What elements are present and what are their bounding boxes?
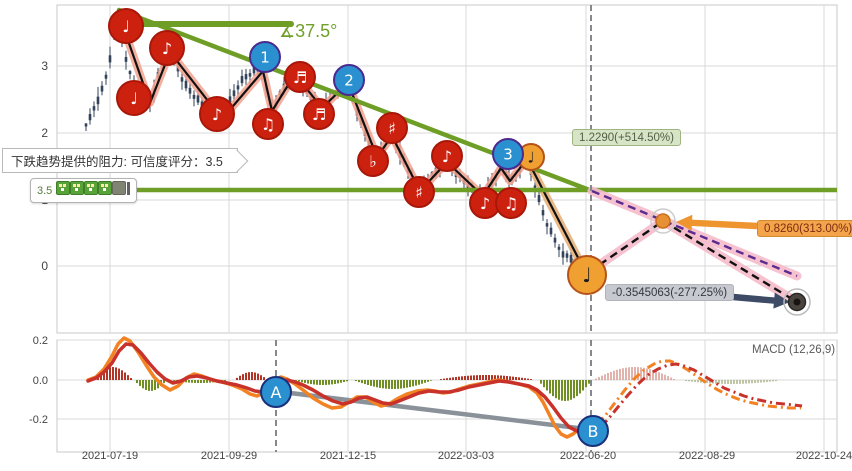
note-marker[interactable]: ♩ bbox=[116, 80, 152, 116]
macd-y-tick-label: -0.2 bbox=[29, 414, 48, 426]
marker-glyph: 1 bbox=[260, 48, 270, 66]
marker-glyph: ♭ bbox=[369, 152, 377, 171]
rating-icons bbox=[56, 181, 131, 200]
trend-tooltip-text: 下跌趋势提供的阻力: 可信度评分：3.5 bbox=[11, 155, 223, 169]
orange-note-marker[interactable]: ♩ bbox=[567, 255, 607, 295]
wave-number-marker[interactable]: 3 bbox=[492, 138, 524, 170]
macd-point-marker[interactable]: B bbox=[577, 415, 609, 447]
note-marker[interactable]: ♪ bbox=[199, 96, 235, 132]
price-y-tick-label: 3 bbox=[41, 59, 48, 73]
x-tick-label: 2022-03-03 bbox=[438, 450, 494, 462]
macd-indicator-title: MACD (12,26,9) bbox=[752, 344, 836, 356]
rating-icon-dark bbox=[112, 181, 127, 195]
x-tick-label: 2022-06-20 bbox=[560, 450, 616, 462]
level-label-low: -0.3545063(-277.25%) bbox=[605, 284, 735, 301]
marker-glyph: ♪ bbox=[442, 147, 452, 166]
marker-glyph: A bbox=[271, 383, 282, 402]
macd-y-tick-label: 0.2 bbox=[33, 335, 48, 347]
marker-glyph: ♪ bbox=[162, 39, 172, 58]
x-tick-label: 2022-10-24 bbox=[796, 450, 852, 462]
rating-icon-green bbox=[70, 181, 85, 195]
x-tick-label: 2022-08-29 bbox=[679, 450, 735, 462]
marker-glyph: ♫ bbox=[261, 115, 275, 134]
x-tick-label: 2021-12-15 bbox=[320, 450, 376, 462]
level-label-mid: 0.8260(313.00%) bbox=[757, 220, 852, 237]
wave-number-marker[interactable]: 2 bbox=[333, 64, 365, 96]
rating-icon-green bbox=[84, 181, 99, 195]
price-y-tick-label: 2 bbox=[41, 126, 48, 140]
rating-value: 3.5 bbox=[37, 184, 53, 197]
marker-glyph: ♩ bbox=[527, 148, 534, 166]
marker-glyph: ♪ bbox=[212, 105, 222, 124]
note-marker[interactable]: ♬ bbox=[284, 61, 316, 93]
marker-glyph: ♩ bbox=[130, 89, 138, 108]
x-tick-label: 2021-09-29 bbox=[201, 450, 257, 462]
note-marker[interactable]: ♬ bbox=[303, 98, 335, 130]
macd-lines bbox=[86, 336, 803, 439]
note-marker[interactable]: ♩ bbox=[108, 8, 144, 44]
navy-pointer-arrow bbox=[721, 292, 790, 309]
mid-target-point bbox=[655, 213, 671, 229]
macd-point-marker[interactable]: A bbox=[260, 376, 292, 408]
marker-glyph: 2 bbox=[344, 71, 354, 89]
macd-histogram bbox=[94, 367, 777, 401]
note-marker[interactable]: ♯ bbox=[403, 176, 435, 208]
macd-trendline-ab[interactable] bbox=[279, 389, 589, 432]
note-marker[interactable]: ♪ bbox=[431, 140, 463, 172]
trend-tooltip: 下跌趋势提供的阻力: 可信度评分：3.5 bbox=[2, 148, 249, 173]
price-y-tick-label: 0 bbox=[41, 259, 48, 273]
note-marker[interactable]: ♪ bbox=[149, 30, 185, 66]
marker-glyph: ♩ bbox=[582, 263, 591, 287]
marker-glyph: 3 bbox=[503, 145, 513, 163]
marker-glyph: ♩ bbox=[122, 17, 130, 36]
level-label-high: 1.2290(+514.50%) bbox=[572, 129, 681, 146]
rating-icon-green bbox=[98, 181, 113, 195]
macd-y-tick-label: 0.0 bbox=[33, 375, 48, 387]
note-marker[interactable]: ♫ bbox=[495, 187, 527, 219]
marker-glyph: ♫ bbox=[504, 194, 518, 213]
wave-number-marker[interactable]: 1 bbox=[249, 41, 281, 73]
marker-glyph: ♯ bbox=[415, 183, 423, 202]
marker-glyph: ♯ bbox=[388, 119, 396, 138]
marker-glyph: ♪ bbox=[480, 194, 490, 213]
rating-icon-green bbox=[56, 181, 71, 195]
marker-glyph: B bbox=[588, 422, 599, 441]
x-tick-label: 2021-07-19 bbox=[82, 450, 138, 462]
credibility-rating-badge[interactable]: 3.5 bbox=[30, 178, 138, 203]
orange-pointer-arrow bbox=[676, 214, 758, 231]
rating-icon-partial bbox=[127, 182, 131, 195]
note-marker[interactable]: ♫ bbox=[252, 108, 284, 140]
note-marker[interactable]: ♯ bbox=[376, 112, 408, 144]
marker-glyph: ♬ bbox=[293, 68, 307, 87]
projection-key-points[interactable] bbox=[650, 208, 811, 316]
marker-glyph: ♬ bbox=[312, 105, 326, 124]
note-marker[interactable]: ♭ bbox=[357, 145, 389, 177]
trend-angle-label: ∡37.5° bbox=[279, 21, 338, 41]
